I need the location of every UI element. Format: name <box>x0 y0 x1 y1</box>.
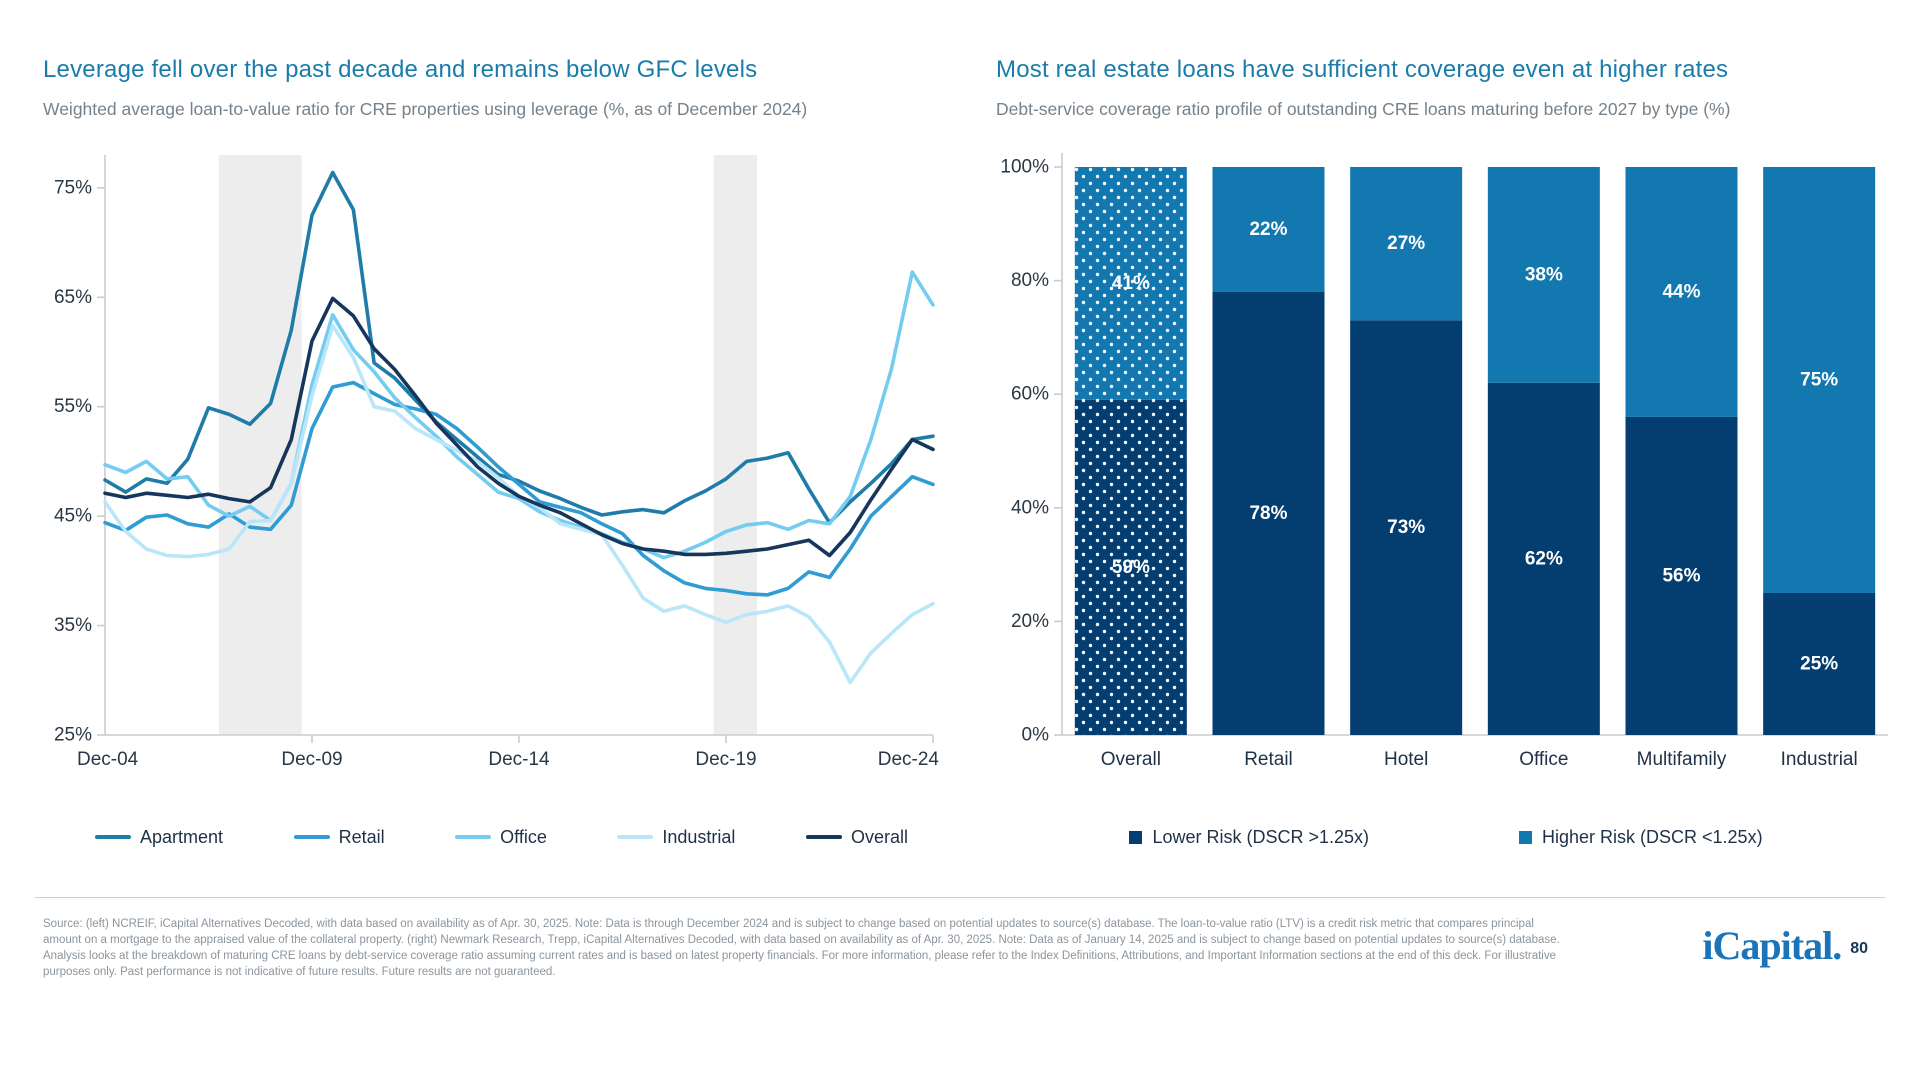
icapital-logo: iCapital. 80 <box>1702 922 1868 969</box>
bar-value-label-lower: 25% <box>1800 653 1838 674</box>
charts-row: Leverage fell over the past decade and r… <box>43 56 1896 848</box>
ltv-chart-panel: Leverage fell over the past decade and r… <box>43 56 948 848</box>
legend-line-swatch <box>617 834 654 840</box>
x-axis-tick-label: Dec-24 <box>878 749 940 770</box>
legend-item-retail: Retail <box>293 826 385 848</box>
source-note-line: amount on a mortgage to the appraised va… <box>43 934 1560 947</box>
legend-label: Industrial <box>662 826 736 847</box>
legend-label: Office <box>500 826 547 847</box>
legend-square-swatch <box>1129 830 1143 844</box>
legend-item-overall: Overall <box>805 826 908 848</box>
legend-item-apartment: Apartment <box>95 827 223 848</box>
bar-value-label-lower: 78% <box>1249 503 1287 524</box>
left-chart-title: Leverage fell over the past decade and r… <box>43 56 758 83</box>
legend-line-swatch <box>95 834 131 840</box>
y-axis-tick-label: 25% <box>54 724 92 745</box>
bar-value-label-lower: 62% <box>1525 548 1563 569</box>
legend-square-swatch <box>1519 830 1532 844</box>
series-line-overall <box>103 296 935 557</box>
ltv-line-chart: 25% 35% 45% 55% 65% 75% Dec-04 Dec-09 Dec-14 Dec-… <box>54 154 940 770</box>
bar-segment-lower-office <box>1487 382 1600 735</box>
legend-label: Higher Risk (DSCR <1.25x) <box>1542 826 1763 847</box>
bar-value-label-higher: 41% <box>1112 273 1150 294</box>
legend-label: Lower Risk (DSCR >1.25x) <box>1152 826 1369 847</box>
page-number: 80 <box>1850 940 1868 957</box>
legend-line-swatch <box>293 834 330 840</box>
bar-chart-legend: Lower Risk (DSCR >1.25x) Higher Risk (DSC… <box>996 827 1896 848</box>
bar-segment-higher-hotel <box>1350 166 1463 321</box>
category-label-industrial: Industrial <box>1781 749 1858 770</box>
x-axis-tick-label: Dec-19 <box>695 749 756 770</box>
dotted-pattern-overlay <box>1074 166 1187 735</box>
right-chart-title: Most real estate loans have sufficient c… <box>996 56 1729 83</box>
y-axis-tick-label: 80% <box>1011 270 1049 291</box>
legend-label: Retail <box>338 826 385 847</box>
line-chart-legend: Apartment Retail Office Industrial Overall <box>43 827 948 848</box>
legend-line-swatch <box>455 834 492 840</box>
category-label-multifamily: Multifamily <box>1637 749 1727 770</box>
x-axis-tick-label: Dec-04 <box>77 749 139 770</box>
bar-value-label-lower: 59% <box>1112 557 1150 578</box>
dscr-bar-chart: 0% 20% 40% 60% 80% 100% 41% 59% Overall 22% 78% Ret… <box>1000 152 1888 770</box>
category-label-hotel: Hotel <box>1384 749 1428 770</box>
bar-value-label-higher: 22% <box>1249 219 1287 240</box>
logo-wordmark: iCapital. <box>1702 923 1842 968</box>
bar-segment-lower-industrial <box>1763 592 1876 735</box>
right-chart-subtitle: Debt-service coverage ratio profile of o… <box>996 98 1731 119</box>
source-note-line: Source: (left) NCREIF, iCapital Alternat… <box>43 918 1534 930</box>
bar-segment-lower-retail <box>1212 291 1325 735</box>
y-axis-tick-label: 100% <box>1000 156 1049 177</box>
y-axis-tick-label: 55% <box>54 396 92 417</box>
bar-value-label-higher: 38% <box>1525 264 1563 285</box>
y-axis-tick-label: 35% <box>54 615 92 636</box>
recession-band <box>713 154 758 735</box>
series-line-apartment <box>103 170 935 525</box>
y-axis-tick-label: 0% <box>1022 724 1050 745</box>
bar-segment-higher-industrial <box>1763 166 1876 593</box>
left-chart-subtitle: Weighted average loan-to-value ratio for… <box>43 98 808 119</box>
bar-segment-lower-multifamily <box>1625 416 1738 735</box>
y-axis-tick-label: 40% <box>1011 497 1049 518</box>
category-label-office: Office <box>1519 749 1568 770</box>
bar-segment-higher-multifamily <box>1625 166 1738 417</box>
x-axis-tick-label: Dec-14 <box>488 749 550 770</box>
legend-line-swatch <box>805 834 842 840</box>
bar-segment-higher-office <box>1487 166 1600 383</box>
y-axis-tick-label: 75% <box>54 177 92 198</box>
bar-value-label-lower: 56% <box>1662 565 1700 586</box>
dscr-chart-panel: Most real estate loans have sufficient c… <box>996 56 1896 848</box>
legend-label: Apartment <box>140 826 224 847</box>
bar-segment-lower-hotel <box>1350 320 1463 735</box>
legend-item-higher-risk: Higher Risk (DSCR <1.25x) <box>1519 827 1763 848</box>
bar-segment-higher-retail <box>1212 166 1325 292</box>
x-axis-tick-label: Dec-09 <box>281 749 342 770</box>
source-note-line: Analysis looks at the breakdown of matur… <box>43 950 1557 963</box>
bar-value-label-higher: 27% <box>1387 233 1425 254</box>
bar-value-label-higher: 44% <box>1662 281 1700 302</box>
series-line-office <box>103 269 935 560</box>
legend-item-industrial: Industrial <box>617 827 735 848</box>
bar-value-label-higher: 75% <box>1800 369 1838 390</box>
category-label-retail: Retail <box>1244 749 1293 770</box>
bar-value-label-lower: 73% <box>1387 517 1425 538</box>
footer-divider <box>35 897 1885 898</box>
source-note-line: purposes only. Past performance is not i… <box>43 966 556 979</box>
category-label-overall: Overall <box>1101 749 1161 770</box>
y-axis-tick-label: 20% <box>1011 611 1049 632</box>
y-axis-tick-label: 60% <box>1011 383 1049 404</box>
legend-item-office: Office <box>455 827 547 848</box>
series-line-retail <box>103 380 935 597</box>
y-axis-tick-label: 65% <box>54 286 92 307</box>
y-axis-tick-label: 45% <box>54 505 92 526</box>
source-note: Source: (left) NCREIF, iCapital Alternat… <box>43 916 1693 980</box>
legend-label: Overall <box>850 826 908 847</box>
legend-item-lower-risk: Lower Risk (DSCR >1.25x) <box>1129 827 1369 848</box>
